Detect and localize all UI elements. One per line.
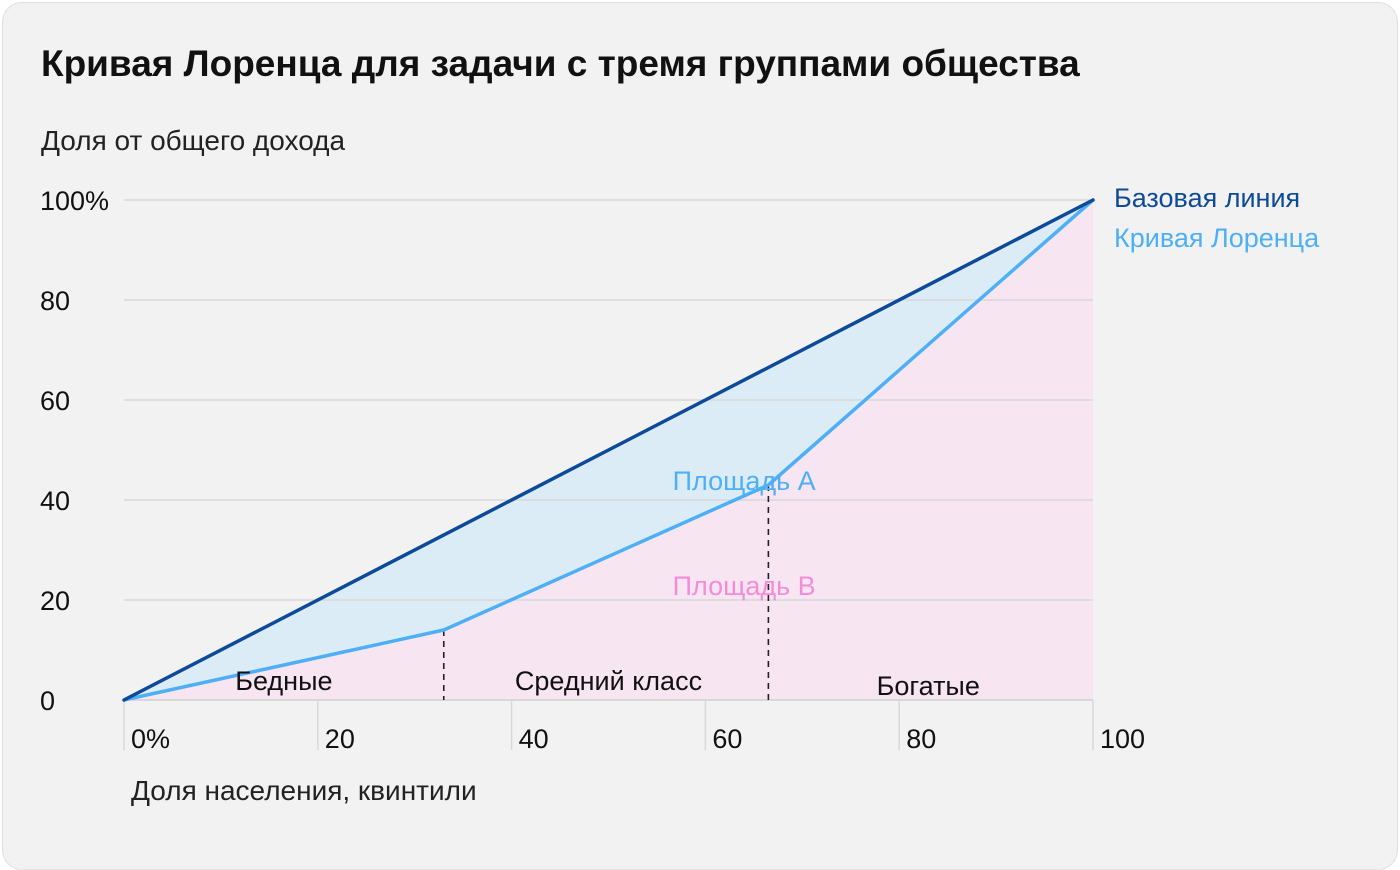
x-tick-label-60: 60 <box>712 724 742 754</box>
x-tick-label-100: 100 <box>1100 724 1145 754</box>
group-label-2: Средний класс <box>515 666 702 696</box>
legend-item-base-line: Базовая линия <box>1114 183 1300 213</box>
group-label-3: Богатые <box>877 671 980 701</box>
x-tick-label-80: 80 <box>906 724 936 754</box>
y-tick-label-20: 20 <box>40 586 70 616</box>
x-tick-label-40: 40 <box>519 724 549 754</box>
y-tick-label-40: 40 <box>40 486 70 516</box>
y-tick-label-0: 0 <box>40 686 55 716</box>
y-tick-label-60: 60 <box>40 386 70 416</box>
y-tick-label-80: 80 <box>40 286 70 316</box>
lorenz-curve-line <box>123 198 1095 702</box>
x-tick-label-0: 0% <box>131 724 170 754</box>
group-label-1: Бедные <box>235 666 332 696</box>
area-b-fill <box>124 200 1093 700</box>
base-line <box>122 198 1095 702</box>
area-label-b: Площадь B <box>673 571 816 601</box>
y-tick-label-100: 100% <box>40 186 109 216</box>
x-tick-label-20: 20 <box>325 724 355 754</box>
area-label-a: Площадь A <box>673 466 816 496</box>
chart-title: Кривая Лоренца для задачи с тремя группа… <box>41 43 1080 84</box>
y-axis-label: Доля от общего дохода <box>41 125 346 156</box>
legend-item-lorenz-curve: Кривая Лоренца <box>1114 223 1320 253</box>
x-axis-label: Доля населения, квинтили <box>131 775 477 806</box>
